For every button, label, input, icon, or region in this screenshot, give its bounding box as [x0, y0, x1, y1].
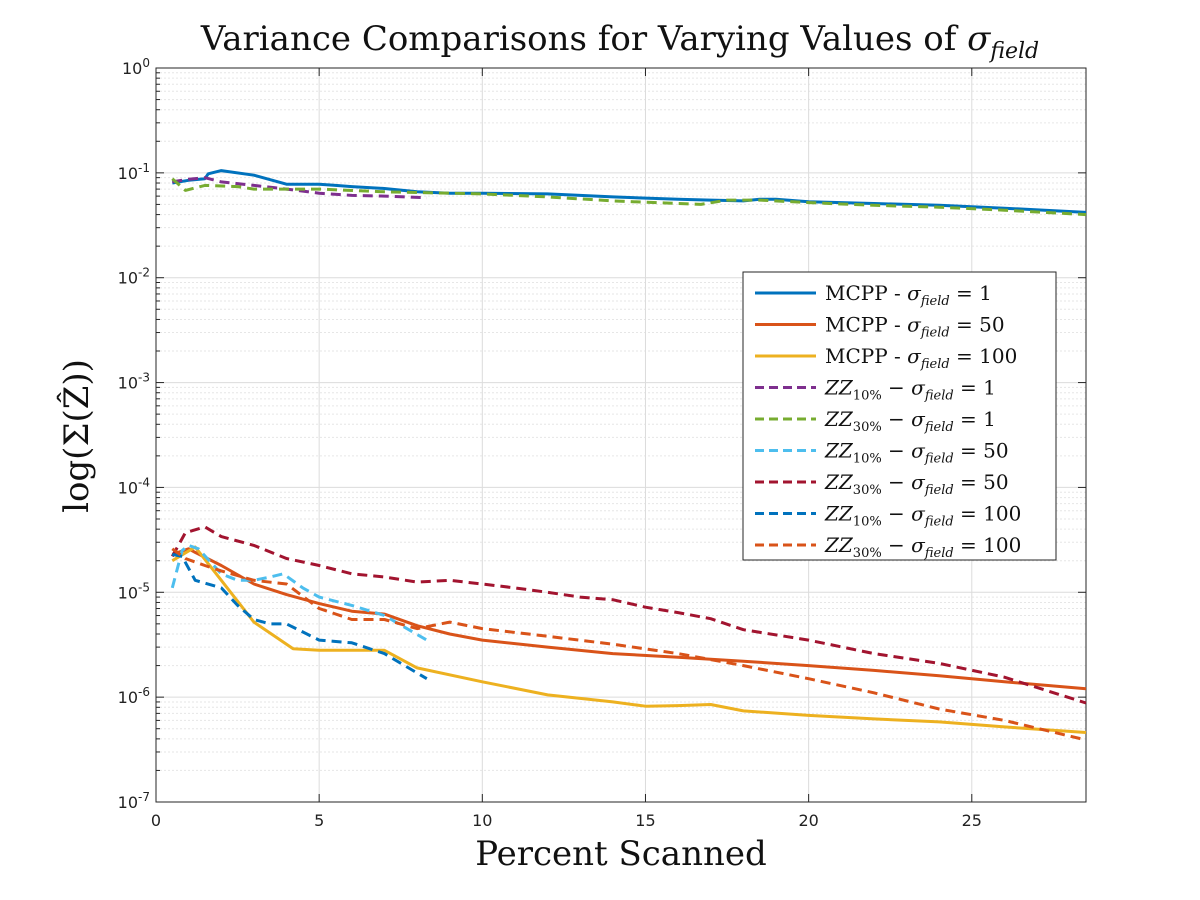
chart-title-sigma: σ	[967, 19, 991, 59]
y-tick-label: 10-6	[118, 685, 150, 707]
y-tick-label: 10-4	[118, 475, 150, 497]
legend-label-4: ZZ10% − σfield = 1	[824, 376, 996, 404]
chart-title-main: Variance Comparisons for Varying Values …	[200, 19, 967, 59]
y-tick-label: 10-3	[118, 371, 150, 393]
legend: MCPP - σfield = 1 MCPP - σfield = 50 MCPP …	[742, 271, 1057, 561]
x-tick-label: 10	[472, 811, 492, 830]
y-tick-label: 10-2	[118, 266, 150, 288]
legend-box	[742, 271, 1057, 561]
legend-label-2: MCPP - σfield = 50	[825, 313, 1005, 341]
x-tick-label: 15	[635, 811, 655, 830]
legend-label-5: ZZ30% − σfield = 1	[824, 407, 996, 435]
legend-label-9: ZZ30% − σfield = 100	[824, 533, 1021, 561]
x-tick-label: 20	[798, 811, 818, 830]
legend-label-8: ZZ10% − σfield = 100	[824, 502, 1021, 530]
chart-title: Variance Comparisons for Varying Values …	[200, 19, 1039, 64]
y-axis-label: log(Σ(Ẑ))	[56, 359, 97, 513]
series-line-5	[171, 177, 1087, 217]
x-tick-label: 5	[314, 811, 324, 830]
x-tick-label: 25	[962, 811, 982, 830]
series-line-2	[171, 547, 1087, 691]
legend-label-6: ZZ10% − σfield = 50	[824, 439, 1009, 467]
series-line-6	[170, 543, 428, 642]
x-axis-label: Percent Scanned	[475, 834, 767, 874]
chart-title-sub: field	[988, 39, 1039, 64]
series-line-4	[172, 176, 427, 200]
axes-box	[155, 67, 1087, 803]
legend-label-7: ZZ30% − σfield = 50	[824, 470, 1009, 498]
y-tick-label: 10-7	[118, 790, 150, 812]
legend-label-3: MCPP - σfield = 100	[825, 344, 1017, 372]
y-tick-label: 10-1	[118, 161, 150, 183]
y-tick-label: 100	[122, 56, 150, 78]
series-line-9	[171, 547, 1087, 742]
tick-labels: 0 5 10 15 20 25 10-7 10-6 10-5 10-4 10-3 10-2 10-1 10…	[118, 56, 982, 830]
series-line-1	[172, 169, 1087, 214]
y-tick-label: 10-5	[118, 580, 150, 602]
legend-label-1: MCPP - σfield = 1	[825, 281, 992, 309]
series-line-8	[172, 552, 428, 680]
series-line-7	[170, 525, 1087, 705]
series-group	[170, 169, 1087, 742]
axes	[155, 67, 1087, 803]
series-line-3	[171, 545, 1087, 734]
x-tick-label: 0	[151, 811, 161, 830]
